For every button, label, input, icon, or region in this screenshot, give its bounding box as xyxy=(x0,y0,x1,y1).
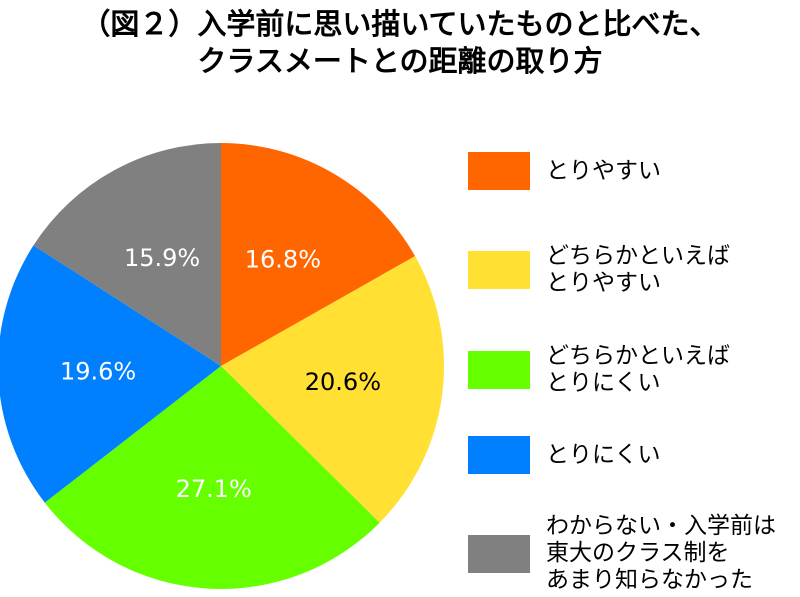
legend-swatch-hard xyxy=(468,436,530,474)
chart-title-line-1: （図２）入学前に思い描いていたものと比べた、 xyxy=(81,7,719,41)
pie-slice-somewhat-easy xyxy=(221,256,444,523)
legend-item-unknown: わからない・入学前は 東大のクラス制を あまり知らなかった xyxy=(468,513,776,594)
chart-title: （図２）入学前に思い描いていたものと比べた、 クラスメートとの距離の取り方 xyxy=(0,6,800,80)
pie-value-label-easy: 16.8% xyxy=(245,246,321,274)
pie-slice-easy xyxy=(221,143,416,366)
legend-item-somewhat-hard: どちらかといえば とりにくい xyxy=(468,343,730,397)
pie-value-label-somewhat-easy: 20.6% xyxy=(305,368,381,396)
pie-slice-unknown xyxy=(33,143,221,366)
legend-swatch-somewhat-easy xyxy=(468,251,530,289)
pie-value-label-hard: 19.6% xyxy=(60,357,136,385)
pie-slice-somewhat-hard xyxy=(44,366,380,589)
legend: とりやすい どちらかといえば とりやすい どちらかといえば とりにくい とりにく… xyxy=(468,0,800,597)
legend-item-hard: とりにくい xyxy=(468,436,661,474)
legend-swatch-easy xyxy=(468,152,530,190)
legend-label-unknown: わからない・入学前は 東大のクラス制を あまり知らなかった xyxy=(546,513,776,593)
legend-label-somewhat-hard: どちらかといえば とりにくい xyxy=(546,343,730,396)
pie-value-label-somewhat-hard: 27.1% xyxy=(176,475,252,503)
legend-label-easy: とりやすい xyxy=(546,157,661,184)
legend-swatch-unknown xyxy=(468,534,530,573)
legend-label-hard: とりにくい xyxy=(546,441,661,468)
legend-item-somewhat-easy: どちらかといえば とりやすい xyxy=(468,243,730,297)
pie-slice-hard xyxy=(0,245,221,503)
legend-label-somewhat-easy: どちらかといえば とりやすい xyxy=(546,243,730,296)
pie-value-label-unknown: 15.9% xyxy=(124,244,200,272)
legend-swatch-somewhat-hard xyxy=(468,351,530,389)
legend-item-easy: とりやすい xyxy=(468,152,661,190)
chart-title-line-2: クラスメートとの距離の取り方 xyxy=(197,44,603,78)
